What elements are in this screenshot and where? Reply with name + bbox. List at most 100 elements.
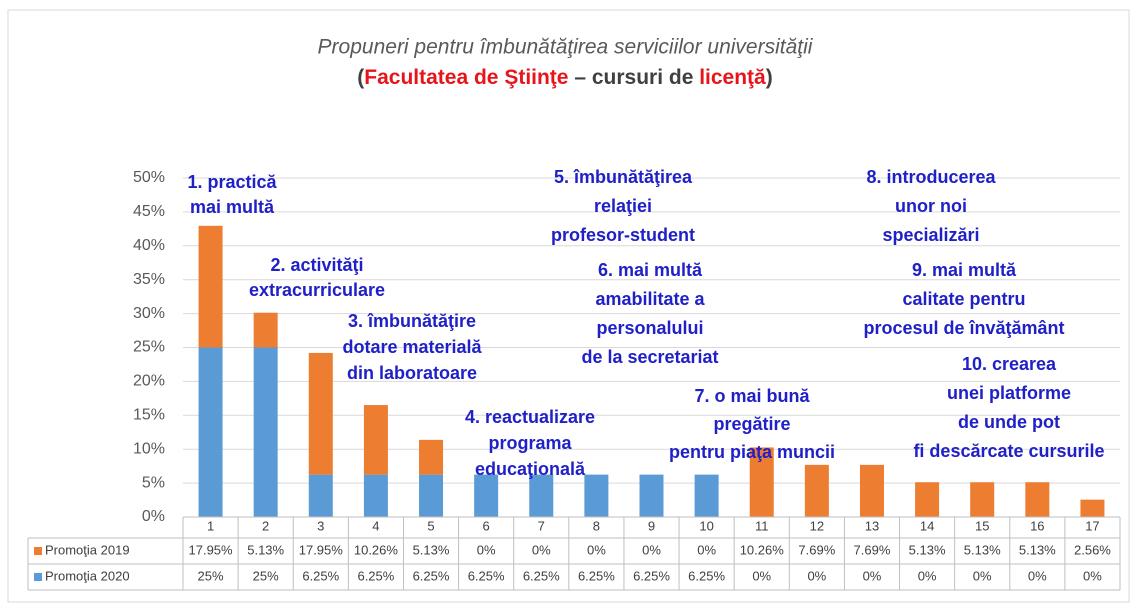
annotation: 9. mai multă bbox=[912, 260, 1017, 280]
annotation: mai multă bbox=[190, 197, 275, 217]
y-tick-label: 45% bbox=[133, 203, 165, 220]
y-tick-label: 0% bbox=[142, 508, 165, 525]
annotation: extracurriculare bbox=[249, 280, 385, 300]
table-cell: 6.25% bbox=[523, 568, 560, 583]
annotation: educaţională bbox=[475, 459, 586, 479]
annotation: 8. introducerea bbox=[866, 167, 996, 187]
annotation: programa bbox=[488, 433, 572, 453]
annotation: amabilitate a bbox=[595, 289, 705, 309]
bar-segment bbox=[584, 474, 609, 517]
legend-swatch bbox=[34, 573, 42, 581]
y-tick-label: 25% bbox=[133, 339, 165, 356]
x-tick-label: 9 bbox=[648, 518, 655, 533]
bar-segment bbox=[915, 482, 940, 517]
subtitle-part: ( bbox=[357, 66, 364, 89]
table-cell: 25% bbox=[253, 568, 279, 583]
y-tick-label: 35% bbox=[133, 271, 165, 288]
x-tick-label: 8 bbox=[593, 518, 600, 533]
table-cell: 10.26% bbox=[354, 542, 399, 557]
table-cell: 0% bbox=[697, 542, 716, 557]
annotation: 4. reactualizare bbox=[465, 407, 595, 427]
table-cell: 7.69% bbox=[854, 542, 891, 557]
annotation: 7. o mai bună bbox=[694, 386, 810, 406]
x-tick-label: 3 bbox=[317, 518, 324, 533]
y-tick-label: 20% bbox=[133, 373, 165, 390]
annotation: specializări bbox=[882, 225, 979, 245]
table-cell: 6.25% bbox=[578, 568, 615, 583]
table-cell: 5.13% bbox=[247, 542, 284, 557]
table-cell: 5.13% bbox=[413, 542, 450, 557]
annotation: 3. îmbunătăţire bbox=[348, 311, 476, 331]
table-cell: 7.69% bbox=[798, 542, 835, 557]
x-tick-label: 1 bbox=[207, 518, 214, 533]
bar-segment bbox=[419, 439, 444, 475]
table-cell: 10.26% bbox=[740, 542, 785, 557]
table-cell: 0% bbox=[642, 542, 661, 557]
x-tick-label: 7 bbox=[538, 518, 545, 533]
table-cell: 0% bbox=[477, 542, 496, 557]
annotation: 2. activităţi bbox=[270, 255, 363, 275]
annotation: 6. mai multă bbox=[598, 260, 703, 280]
annotation: 5. îmbunătăţirea bbox=[554, 167, 693, 187]
annotation: unei platforme bbox=[947, 383, 1071, 403]
x-tick-label: 13 bbox=[865, 518, 879, 533]
bar-segment bbox=[970, 482, 995, 517]
y-tick-label: 15% bbox=[133, 407, 165, 424]
table-cell: 0% bbox=[863, 568, 882, 583]
table-cell: 0% bbox=[973, 568, 992, 583]
y-tick-label: 40% bbox=[133, 237, 165, 254]
annotation: profesor-student bbox=[551, 225, 695, 245]
x-tick-label: 12 bbox=[810, 518, 824, 533]
bar-segment bbox=[308, 474, 333, 517]
x-tick-label: 6 bbox=[483, 518, 490, 533]
table-cell: 0% bbox=[532, 542, 551, 557]
chart-title: Propuneri pentru îmbunătăţirea serviciil… bbox=[318, 36, 814, 59]
annotation: din laboratoare bbox=[347, 363, 477, 383]
annotation: 1. practică bbox=[187, 172, 277, 192]
annotation: de la secretariat bbox=[581, 347, 718, 367]
table-cell: 6.25% bbox=[357, 568, 394, 583]
x-tick-label: 10 bbox=[699, 518, 713, 533]
table-cell: 0% bbox=[752, 568, 771, 583]
bar-segment bbox=[1025, 482, 1050, 517]
x-tick-label: 17 bbox=[1085, 518, 1099, 533]
bar-segment bbox=[639, 474, 664, 517]
table-cell: 0% bbox=[587, 542, 606, 557]
annotation: calitate pentru bbox=[902, 289, 1025, 309]
y-tick-label: 10% bbox=[133, 440, 165, 457]
table-cell: 0% bbox=[1083, 568, 1102, 583]
table-cell: 6.25% bbox=[633, 568, 670, 583]
bar-segment bbox=[198, 225, 223, 348]
x-tick-label: 11 bbox=[755, 518, 769, 533]
annotation: pregătire bbox=[713, 414, 790, 434]
annotation: de unde pot bbox=[958, 412, 1060, 432]
bar-segment bbox=[749, 447, 774, 517]
table-cell: 6.25% bbox=[413, 568, 450, 583]
annotation: relaţiei bbox=[594, 196, 652, 216]
y-tick-label: 50% bbox=[133, 169, 165, 186]
y-tick-label: 5% bbox=[142, 474, 165, 491]
bar-segment bbox=[363, 405, 388, 475]
subtitle-part: Facultatea de Ştiinţe bbox=[364, 66, 568, 89]
legend-label: Promoţia 2020 bbox=[45, 568, 130, 583]
bar-segment bbox=[1080, 499, 1105, 517]
bar-segment bbox=[308, 352, 333, 475]
subtitle-part: licenţă bbox=[699, 66, 766, 89]
bar-segment bbox=[859, 464, 884, 517]
annotation: fi descărcate cursurile bbox=[913, 441, 1104, 461]
legend-label: Promoţia 2019 bbox=[45, 542, 130, 557]
bar-segment bbox=[363, 474, 388, 517]
bar-segment bbox=[253, 347, 278, 517]
x-tick-label: 14 bbox=[920, 518, 934, 533]
subtitle-part: ) bbox=[766, 66, 773, 89]
table-cell: 5.13% bbox=[964, 542, 1001, 557]
bar-segment bbox=[419, 474, 444, 517]
x-tick-label: 5 bbox=[427, 518, 434, 533]
table-cell: 2.56% bbox=[1074, 542, 1111, 557]
table-cell: 6.25% bbox=[688, 568, 725, 583]
table-cell: 0% bbox=[918, 568, 937, 583]
bar-segment bbox=[474, 474, 499, 517]
table-cell: 6.25% bbox=[302, 568, 339, 583]
table-cell: 5.13% bbox=[1019, 542, 1056, 557]
